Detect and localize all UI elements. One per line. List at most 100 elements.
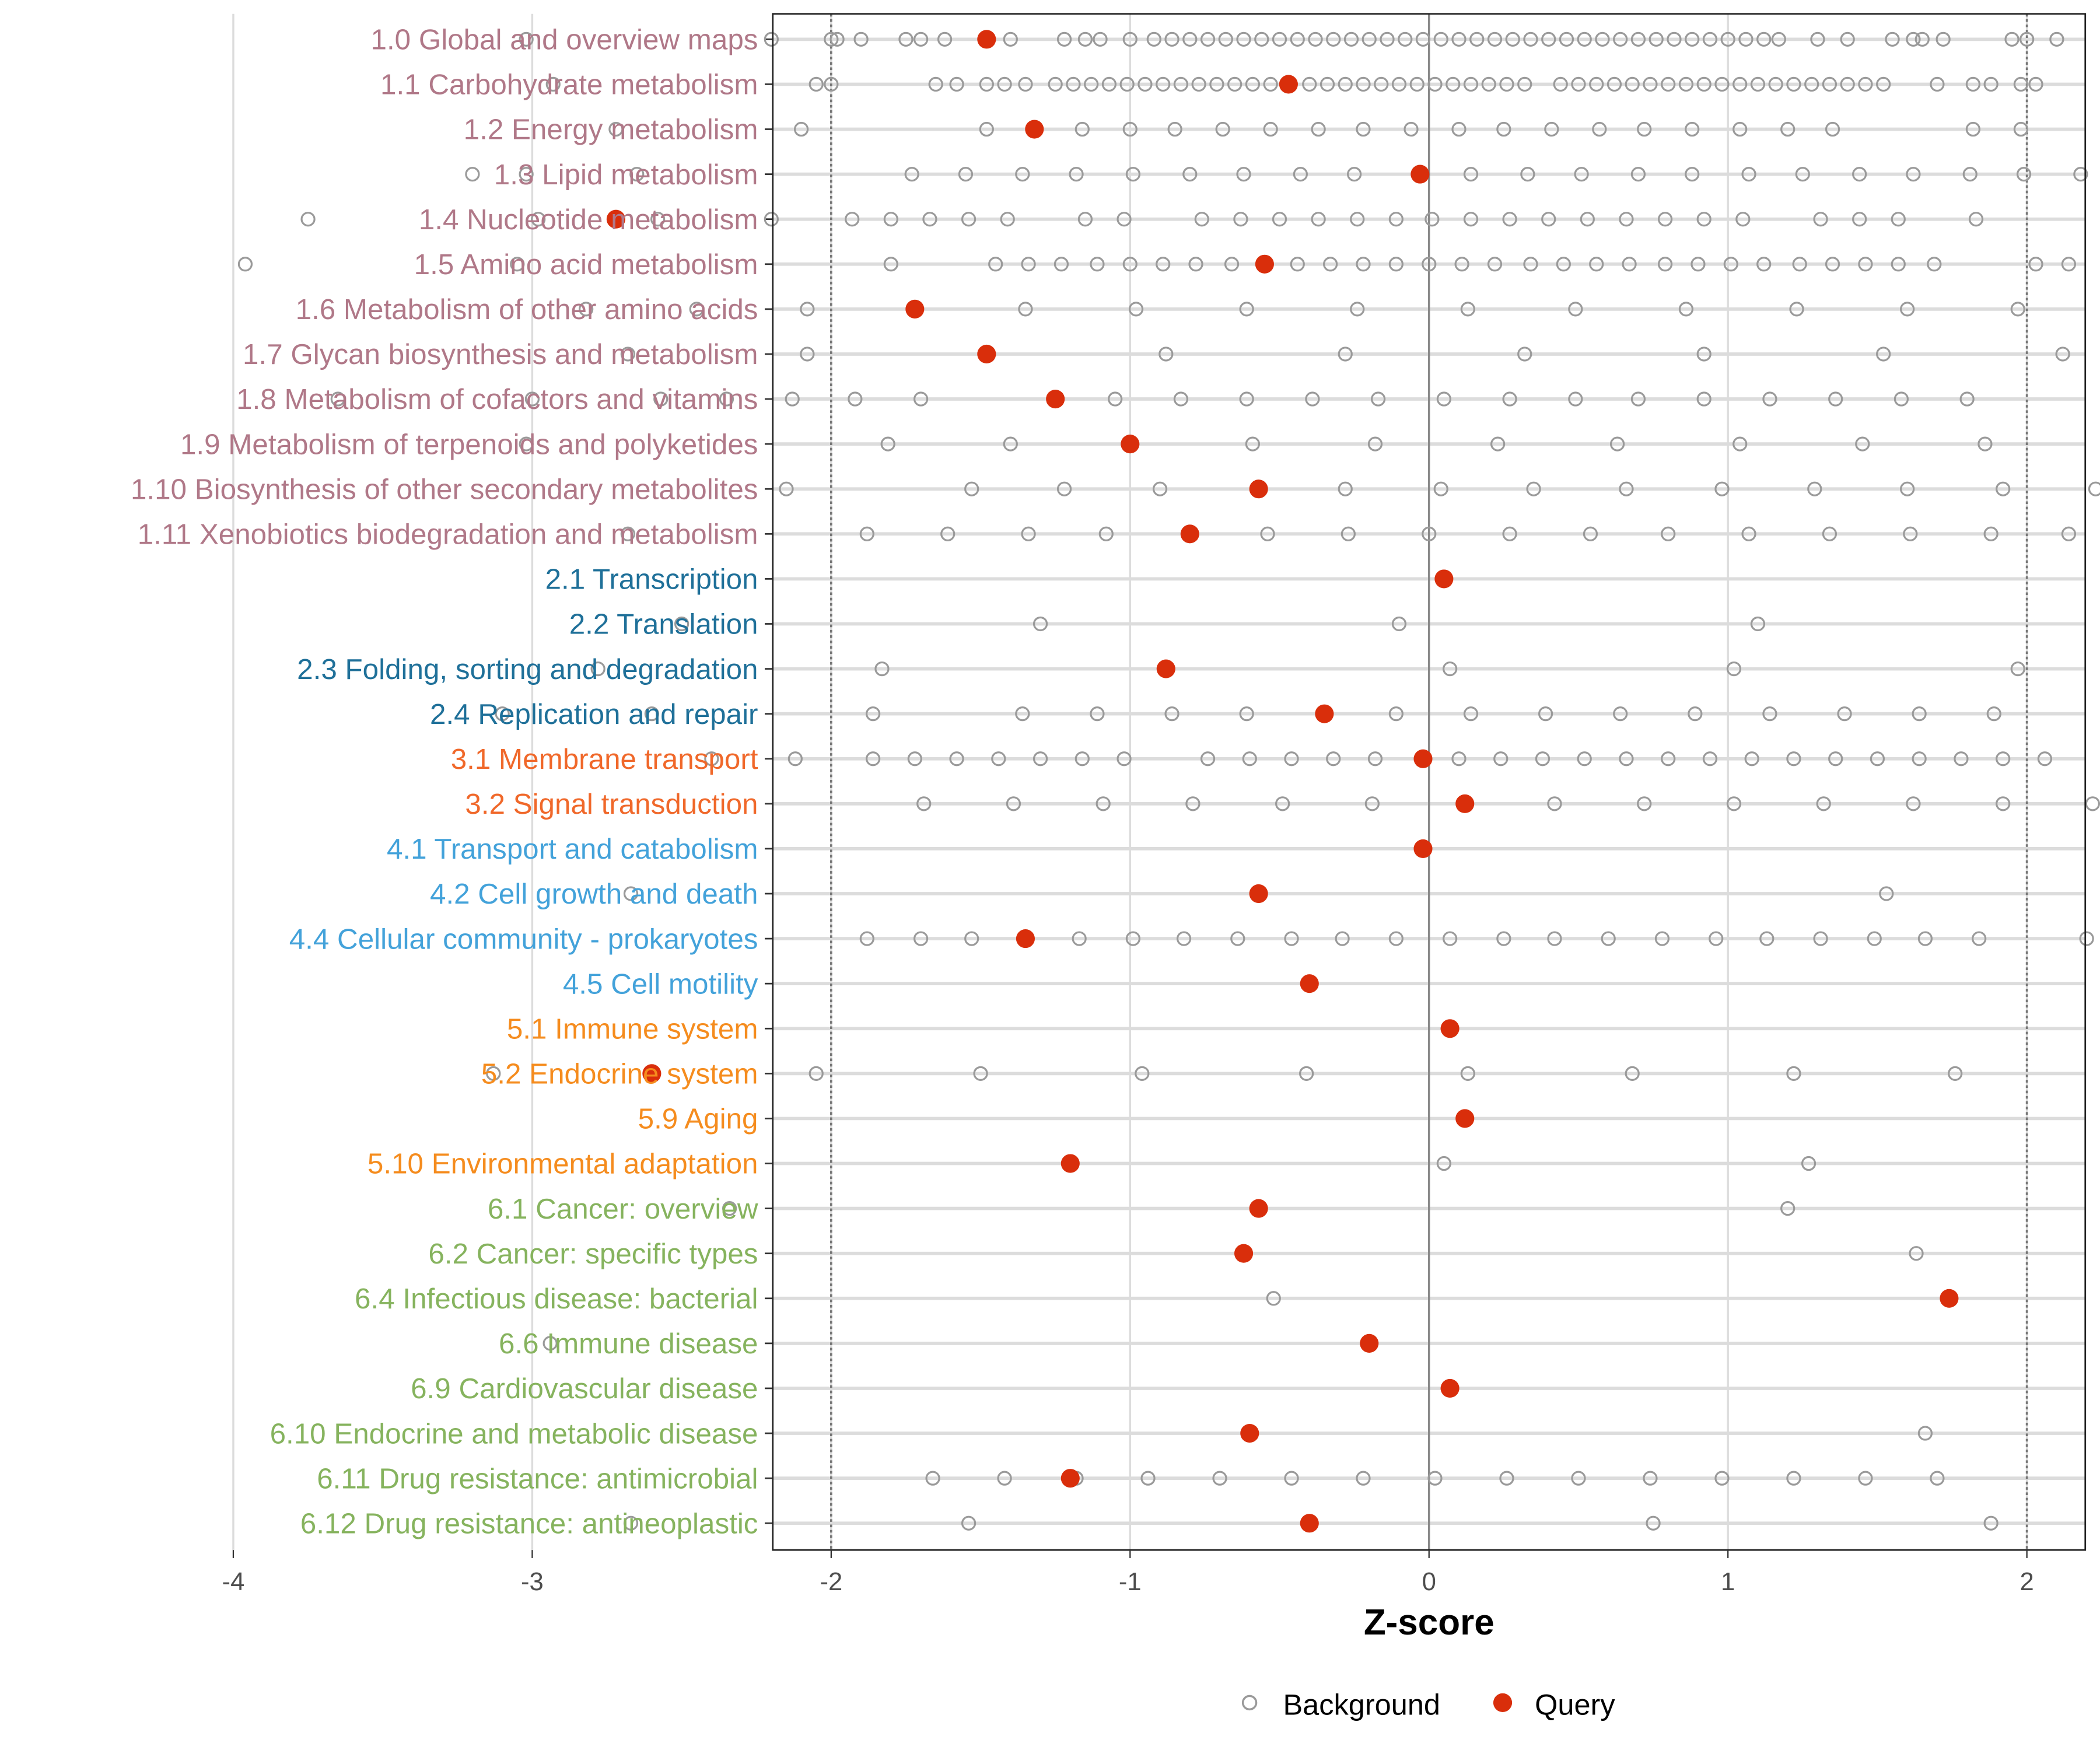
background-point (1302, 76, 1317, 92)
legend-query-marker (1493, 1693, 1513, 1712)
background-point (1709, 931, 1724, 946)
background-point (1657, 257, 1673, 272)
background-point (949, 751, 964, 766)
background-point (1487, 32, 1503, 47)
background-point (1762, 391, 1777, 407)
query-point (1360, 1334, 1379, 1353)
background-point (1200, 751, 1216, 766)
query-point (977, 344, 996, 364)
background-point (1619, 751, 1634, 766)
background-point (1505, 32, 1520, 47)
category-label: 1.1 Carbohydrate metabolism (380, 69, 758, 101)
background-point (1538, 706, 1553, 722)
background-point (2010, 302, 2025, 317)
background-point (1630, 32, 1646, 47)
background-point (1625, 76, 1640, 92)
background-point (1714, 481, 1730, 496)
x-tick-label: 1 (1721, 1568, 1735, 1596)
background-point (1098, 526, 1114, 541)
background-point (1122, 121, 1138, 137)
background-point (1084, 76, 1099, 92)
background-point (898, 32, 914, 47)
background-point (1661, 526, 1676, 541)
background-point (874, 661, 890, 677)
background-point (1858, 76, 1873, 92)
background-point (979, 76, 994, 92)
background-point (1661, 751, 1676, 766)
background-point (1356, 121, 1371, 137)
background-point (1140, 1471, 1156, 1486)
background-point (961, 212, 977, 227)
background-point (1072, 931, 1087, 946)
background-point (2049, 32, 2064, 47)
background-point (1609, 436, 1625, 452)
background-point (1948, 1066, 1963, 1081)
x-tick-label: -1 (1119, 1568, 1142, 1596)
background-point (1056, 481, 1072, 496)
background-point (1792, 257, 1807, 272)
background-point (808, 76, 824, 92)
background-point (1499, 76, 1514, 92)
background-point (883, 212, 898, 227)
background-point (1463, 706, 1479, 722)
background-point (524, 391, 540, 407)
background-point (1326, 751, 1341, 766)
background-point (1541, 32, 1556, 47)
query-point (1434, 569, 1454, 589)
background-point (1983, 1516, 1999, 1531)
query-point (1060, 1154, 1080, 1173)
background-point (1858, 1471, 1873, 1486)
background-point (793, 121, 809, 137)
background-point (590, 661, 606, 677)
background-point (542, 1336, 558, 1351)
query-point (642, 1064, 662, 1083)
background-point (1965, 121, 1981, 137)
background-point (1906, 32, 1921, 47)
background-point (997, 76, 1012, 92)
category-label: 4.5 Cell motility (563, 968, 758, 1000)
background-point (1917, 931, 1933, 946)
background-point (859, 931, 874, 946)
background-point (1254, 32, 1269, 47)
background-point (904, 166, 919, 182)
background-point (1054, 257, 1069, 272)
category-label: 2.3 Folding, sorting and degradation (297, 653, 758, 685)
query-point (1249, 480, 1268, 499)
background-point (1090, 257, 1105, 272)
background-point (1422, 257, 1437, 272)
background-point (1828, 751, 1843, 766)
background-point (1535, 751, 1550, 766)
query-point (1279, 75, 1298, 94)
background-point (1218, 32, 1233, 47)
background-point (1696, 391, 1712, 407)
background-point (1101, 76, 1117, 92)
background-point (1388, 212, 1404, 227)
background-point (779, 481, 794, 496)
background-point (1685, 121, 1700, 137)
background-point (1559, 32, 1574, 47)
background-point (1176, 931, 1192, 946)
background-point (883, 257, 898, 272)
background-point (1996, 481, 2011, 496)
category-label: 3.1 Membrane transport (451, 743, 758, 775)
background-point (1362, 32, 1377, 47)
background-point (1589, 257, 1604, 272)
background-point (2013, 121, 2029, 137)
background-point (1323, 257, 1338, 272)
background-point (1732, 76, 1748, 92)
background-point (1936, 32, 1951, 47)
background-point (1654, 931, 1670, 946)
background-point (1138, 76, 1153, 92)
background-point (913, 32, 929, 47)
background-point (1182, 32, 1198, 47)
background-point (1894, 391, 1909, 407)
background-point (1242, 751, 1257, 766)
background-point (519, 166, 534, 182)
background-point (1732, 436, 1748, 452)
background-point (1801, 1156, 1817, 1171)
background-point (531, 212, 546, 227)
background-point (1702, 32, 1718, 47)
background-point (1816, 796, 1831, 811)
background-point (1771, 32, 1786, 47)
